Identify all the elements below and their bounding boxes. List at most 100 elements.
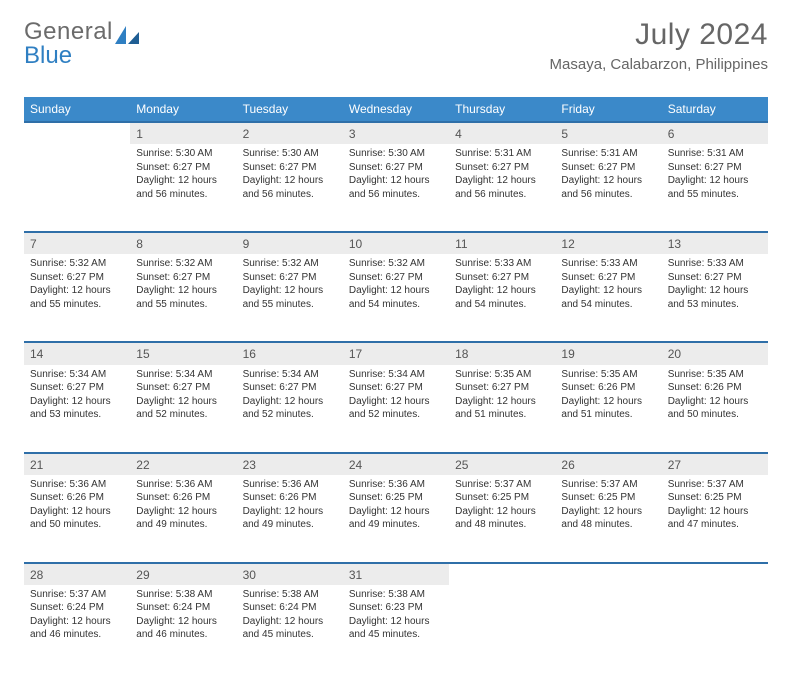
day-info-cell: Sunrise: 5:37 AMSunset: 6:25 PMDaylight:… <box>449 475 555 563</box>
sunrise-text: Sunrise: 5:31 AM <box>455 147 549 161</box>
sunrise-text: Sunrise: 5:38 AM <box>136 588 230 602</box>
daylight-text: Daylight: 12 hours <box>455 174 549 188</box>
day-number-cell: 28 <box>24 563 130 585</box>
day-number: 8 <box>136 237 143 251</box>
day-number: 11 <box>455 237 467 251</box>
day-info-cell: Sunrise: 5:36 AMSunset: 6:26 PMDaylight:… <box>237 475 343 563</box>
daylight-text: Daylight: 12 hours <box>668 174 762 188</box>
day-info-cell: Sunrise: 5:35 AMSunset: 6:26 PMDaylight:… <box>555 365 661 453</box>
day-number-cell: 1 <box>130 122 236 144</box>
info-row: Sunrise: 5:30 AMSunset: 6:27 PMDaylight:… <box>24 144 768 232</box>
day-number-cell <box>449 563 555 585</box>
daylight-text: and 45 minutes. <box>349 628 443 642</box>
daylight-text: and 50 minutes. <box>668 408 762 422</box>
day-number-cell: 16 <box>237 342 343 364</box>
sunset-text: Sunset: 6:27 PM <box>668 271 762 285</box>
daylight-text: Daylight: 12 hours <box>136 395 230 409</box>
sunrise-text: Sunrise: 5:32 AM <box>136 257 230 271</box>
day-info-cell: Sunrise: 5:38 AMSunset: 6:24 PMDaylight:… <box>130 585 236 673</box>
daylight-text: and 55 minutes. <box>136 298 230 312</box>
sunrise-text: Sunrise: 5:30 AM <box>349 147 443 161</box>
sunset-text: Sunset: 6:26 PM <box>561 381 655 395</box>
brand-sail-icon <box>115 23 139 41</box>
day-number-cell: 26 <box>555 453 661 475</box>
daylight-text: and 56 minutes. <box>136 188 230 202</box>
weekday-header: Saturday <box>662 97 768 122</box>
day-number: 18 <box>455 347 468 361</box>
sunset-text: Sunset: 6:24 PM <box>136 601 230 615</box>
day-number: 20 <box>668 347 681 361</box>
daylight-text: Daylight: 12 hours <box>561 284 655 298</box>
daynum-row: 78910111213 <box>24 232 768 254</box>
day-info-cell: Sunrise: 5:33 AMSunset: 6:27 PMDaylight:… <box>555 254 661 342</box>
day-number: 21 <box>30 458 43 472</box>
sunset-text: Sunset: 6:27 PM <box>455 381 549 395</box>
sunrise-text: Sunrise: 5:35 AM <box>561 368 655 382</box>
day-number: 24 <box>349 458 362 472</box>
day-number: 19 <box>561 347 574 361</box>
day-info-cell: Sunrise: 5:36 AMSunset: 6:25 PMDaylight:… <box>343 475 449 563</box>
daylight-text: Daylight: 12 hours <box>455 505 549 519</box>
daylight-text: Daylight: 12 hours <box>455 395 549 409</box>
daylight-text: Daylight: 12 hours <box>349 284 443 298</box>
day-number-cell: 21 <box>24 453 130 475</box>
sunset-text: Sunset: 6:25 PM <box>349 491 443 505</box>
day-number-cell: 9 <box>237 232 343 254</box>
sunset-text: Sunset: 6:27 PM <box>30 271 124 285</box>
daylight-text: and 49 minutes. <box>349 518 443 532</box>
day-info-cell: Sunrise: 5:37 AMSunset: 6:25 PMDaylight:… <box>555 475 661 563</box>
day-number-cell: 27 <box>662 453 768 475</box>
daylight-text: and 55 minutes. <box>668 188 762 202</box>
sunset-text: Sunset: 6:27 PM <box>243 161 337 175</box>
sunrise-text: Sunrise: 5:34 AM <box>136 368 230 382</box>
sunrise-text: Sunrise: 5:35 AM <box>455 368 549 382</box>
sunrise-text: Sunrise: 5:37 AM <box>668 478 762 492</box>
daylight-text: and 51 minutes. <box>561 408 655 422</box>
day-number-cell: 29 <box>130 563 236 585</box>
daylight-text: Daylight: 12 hours <box>668 505 762 519</box>
daylight-text: Daylight: 12 hours <box>561 395 655 409</box>
day-info-cell: Sunrise: 5:32 AMSunset: 6:27 PMDaylight:… <box>24 254 130 342</box>
sunrise-text: Sunrise: 5:36 AM <box>136 478 230 492</box>
day-info-cell: Sunrise: 5:34 AMSunset: 6:27 PMDaylight:… <box>237 365 343 453</box>
daylight-text: and 46 minutes. <box>30 628 124 642</box>
sunset-text: Sunset: 6:27 PM <box>349 161 443 175</box>
day-info-cell: Sunrise: 5:31 AMSunset: 6:27 PMDaylight:… <box>662 144 768 232</box>
day-number: 10 <box>349 237 362 251</box>
day-number-cell: 25 <box>449 453 555 475</box>
daylight-text: and 54 minutes. <box>561 298 655 312</box>
day-number: 30 <box>243 568 256 582</box>
daylight-text: and 47 minutes. <box>668 518 762 532</box>
day-number-cell: 11 <box>449 232 555 254</box>
sunrise-text: Sunrise: 5:30 AM <box>243 147 337 161</box>
day-number: 23 <box>243 458 256 472</box>
day-number: 27 <box>668 458 681 472</box>
day-number-cell: 19 <box>555 342 661 364</box>
day-number-cell: 4 <box>449 122 555 144</box>
sunrise-text: Sunrise: 5:34 AM <box>243 368 337 382</box>
daylight-text: and 53 minutes. <box>30 408 124 422</box>
day-number: 28 <box>30 568 43 582</box>
day-number-cell: 10 <box>343 232 449 254</box>
daylight-text: and 54 minutes. <box>455 298 549 312</box>
day-number-cell <box>662 563 768 585</box>
daylight-text: and 48 minutes. <box>561 518 655 532</box>
day-number: 15 <box>136 347 149 361</box>
brand-word-2: Blue <box>24 42 72 70</box>
sunset-text: Sunset: 6:27 PM <box>455 161 549 175</box>
sunset-text: Sunset: 6:24 PM <box>243 601 337 615</box>
day-number-cell: 14 <box>24 342 130 364</box>
daylight-text: Daylight: 12 hours <box>30 615 124 629</box>
day-number-cell: 6 <box>662 122 768 144</box>
day-number-cell: 3 <box>343 122 449 144</box>
sunset-text: Sunset: 6:26 PM <box>243 491 337 505</box>
month-title: July 2024 <box>550 18 768 52</box>
daylight-text: and 54 minutes. <box>349 298 443 312</box>
sunset-text: Sunset: 6:27 PM <box>349 381 443 395</box>
daylight-text: Daylight: 12 hours <box>136 284 230 298</box>
sunset-text: Sunset: 6:27 PM <box>561 271 655 285</box>
sunrise-text: Sunrise: 5:31 AM <box>561 147 655 161</box>
day-number: 16 <box>243 347 256 361</box>
sunrise-text: Sunrise: 5:37 AM <box>30 588 124 602</box>
calendar-table: Sunday Monday Tuesday Wednesday Thursday… <box>24 97 768 673</box>
